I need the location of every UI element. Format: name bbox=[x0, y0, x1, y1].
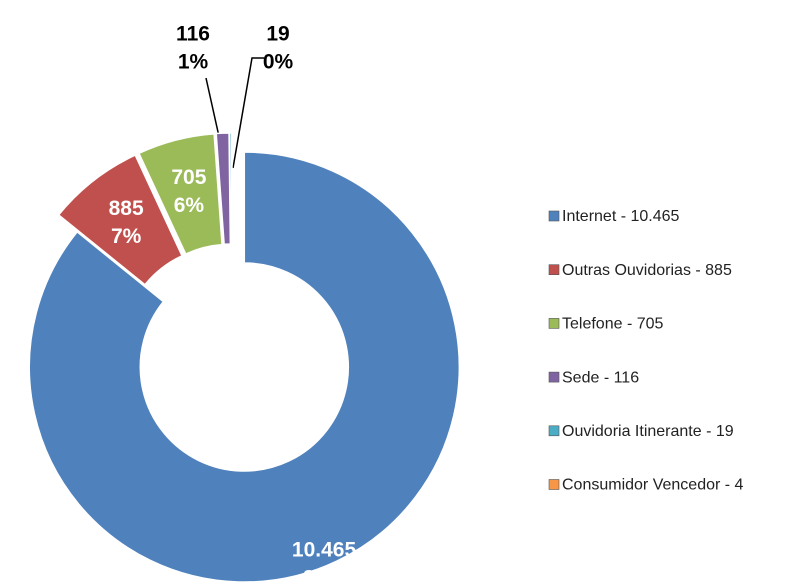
donut-slice bbox=[137, 133, 223, 255]
percent-label: 0% bbox=[263, 51, 294, 74]
leader-line bbox=[232, 57, 264, 169]
value-label: 19 bbox=[266, 23, 289, 46]
legend-label: Outras Ouvidorias - 885 bbox=[562, 262, 732, 279]
legend-label: Sede - 116 bbox=[562, 369, 639, 386]
value-label: 10.465 bbox=[292, 539, 357, 562]
percent-label: 86% bbox=[303, 567, 345, 587]
legend-swatch bbox=[548, 479, 560, 490]
donut-slice bbox=[57, 154, 184, 286]
legend-swatch bbox=[548, 264, 560, 276]
donut-slice bbox=[28, 151, 461, 583]
percent-label: 7% bbox=[111, 225, 142, 248]
percent-label: 1% bbox=[178, 51, 209, 74]
legend-swatch bbox=[548, 210, 560, 222]
legend-label: Internet - 10.465 bbox=[562, 208, 680, 225]
legend-label: Ouvidoria Itinerante - 19 bbox=[562, 423, 734, 440]
value-label: 885 bbox=[109, 197, 144, 220]
legend-label: Telefone - 705 bbox=[562, 316, 664, 333]
legend-swatch bbox=[548, 318, 560, 329]
legend-label: Consumidor Vencedor - 4 bbox=[562, 477, 744, 494]
legend-swatch bbox=[548, 425, 560, 437]
value-label: 705 bbox=[171, 166, 206, 189]
value-label: 116 bbox=[176, 23, 210, 46]
legend-swatch bbox=[548, 371, 560, 383]
percent-label: 6% bbox=[174, 194, 205, 217]
